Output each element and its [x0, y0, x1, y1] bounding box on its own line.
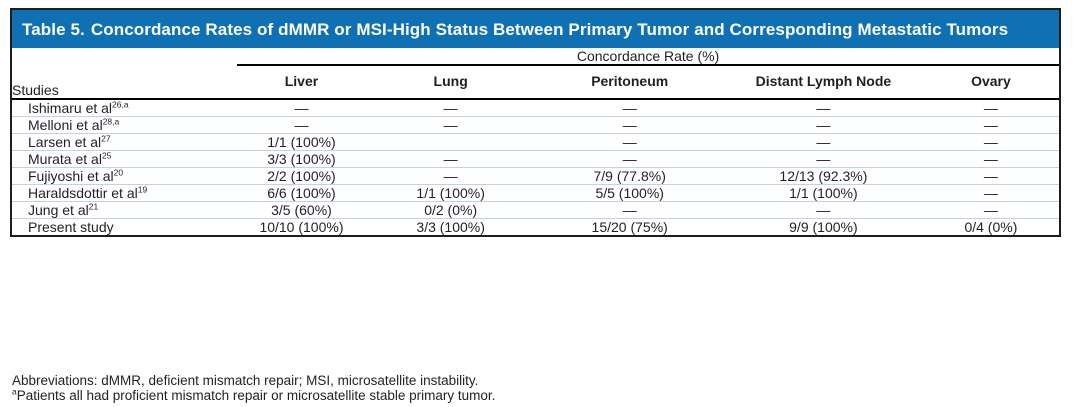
study-name-cell: Present study — [12, 218, 238, 235]
concordance-value-cell: — — [816, 100, 831, 116]
concordance-value-cell: 6/6 (100%) — [237, 184, 366, 202]
concordance-value-cell: 2/2 (100%) — [237, 167, 366, 185]
concordance-value-cell: 1/1 (100%) — [237, 133, 366, 151]
reference-superscript: 19 — [137, 184, 148, 195]
concordance-value-cell: 1/1 (100%) — [365, 184, 536, 202]
concordance-table: Studies Concordance Rate (%) Liver Lung Pe… — [12, 48, 1059, 235]
concordance-value-cell: — — [922, 150, 1059, 168]
concordance-value-cell: — — [535, 150, 724, 168]
studies-column-header: Studies — [12, 48, 238, 100]
footnote-a-text: Patients all had proficient mismatch rep… — [16, 388, 496, 403]
reference-superscript: 21 — [88, 201, 99, 212]
column-header-row: Liver Lung Peritoneum Distant Lymph Node Ova… — [12, 65, 1059, 100]
concordance-value-cell: 0/2 (0%) — [365, 201, 536, 219]
concordance-value-cell: — — [443, 100, 458, 116]
concordance-value-cell: — — [365, 150, 536, 168]
table-title-bar: Table 5. Concordance Rates of dMMR or MSI… — [12, 10, 1059, 48]
concordance-value-cell: 9/9 (100%) — [723, 218, 923, 235]
concordance-value-cell: — — [723, 116, 923, 134]
table-row: Jung et al21 3/5 (60%) 0/2 (0%) — — — — [12, 201, 1059, 219]
table-footnotes: Abbreviations: dMMR, deficient mismatch … — [12, 373, 1062, 403]
table-row: Haraldsdottir et al19 6/6 (100%) 1/1 (100%… — [12, 184, 1059, 202]
table-row: Murata et al25 3/3 (100%) — — — — — [12, 150, 1059, 168]
column-header: Liver — [237, 65, 366, 100]
table-row: Ishimaru et al26,a — — — — — — [12, 99, 1059, 117]
reference-superscript: 27 — [101, 133, 111, 144]
concordance-value-cell: 12/13 (92.3%) — [723, 167, 923, 185]
concordance-value-cell: — — [983, 100, 998, 116]
concordance-value-cell: 7/9 (77.8%) — [535, 167, 724, 185]
concordance-value-cell: — — [723, 133, 923, 151]
abbreviations-note: Abbreviations: dMMR, deficient mismatch … — [12, 373, 479, 388]
reference-superscript: 26,a — [112, 99, 129, 110]
concordance-value-cell: — — [922, 116, 1059, 134]
concordance-value-cell: — — [365, 167, 536, 185]
reference-superscript: 28,a — [102, 116, 120, 127]
concordance-value-cell: — — [535, 201, 724, 219]
concordance-value-cell: — — [622, 100, 637, 116]
table-number-label: Table 5. — [22, 20, 85, 39]
table-row: Present study 10/10 (100%) 3/3 (100%) 15/20… — [12, 218, 1059, 235]
concordance-value-cell: — — [922, 184, 1059, 202]
concordance-value-cell: 1/1 (100%) — [723, 184, 923, 202]
study-name-cell: Melloni et al28,a — [12, 116, 238, 134]
concordance-value-cell: — — [237, 116, 366, 134]
study-name-cell: Murata et al25 — [12, 150, 238, 168]
study-name-cell: Ishimaru et al26,a — [28, 99, 129, 116]
concordance-value-cell: — — [535, 116, 724, 134]
table-title-text: Concordance Rates of dMMR or MSI-High St… — [90, 20, 1009, 39]
concordance-value-cell: — — [535, 133, 724, 151]
table-row: Fujiyoshi et al20 2/2 (100%) —7/9 (77.8%) 1… — [12, 167, 1059, 185]
reference-superscript: 20 — [113, 167, 124, 178]
concordance-value-cell: 10/10 (100%) — [237, 218, 366, 235]
study-name-cell: Larsen et al27 — [12, 133, 238, 151]
column-header: Peritoneum — [535, 65, 724, 100]
concordance-value-cell: — — [294, 100, 309, 116]
reference-superscript: 25 — [101, 150, 112, 161]
concordance-value-cell: 5/5 (100%) — [535, 184, 724, 202]
concordance-value-cell: — — [365, 116, 536, 134]
concordance-value-cell — [365, 133, 536, 151]
study-name-cell: Haraldsdottir et al19 — [12, 184, 238, 202]
table-row: Larsen et al27 1/1 (100%) — — — — [12, 133, 1059, 151]
study-name-cell: Jung et al21 — [12, 201, 238, 219]
column-header: Ovary — [922, 65, 1059, 100]
table-row: Melloni et al28,a — — — — — — [12, 116, 1059, 134]
concordance-value-cell: 3/3 (100%) — [237, 150, 366, 168]
concordance-value-cell: 0/4 (0%) — [922, 218, 1059, 235]
concordance-value-cell: — — [922, 167, 1059, 185]
study-name-cell: Fujiyoshi et al20 — [12, 167, 238, 185]
concordance-value-cell: 15/20 (75%) — [535, 218, 724, 235]
concordance-value-cell: — — [922, 133, 1059, 151]
column-header: Lung — [365, 65, 536, 100]
concordance-value-cell: 3/5 (60%) — [237, 201, 366, 219]
concordance-value-cell: — — [723, 150, 923, 168]
concordance-rate-spanner-header: Concordance Rate (%) — [237, 48, 1059, 66]
footnote-a: aPatients all had proficient mismatch re… — [12, 386, 1062, 403]
spanner-header-row: Studies Concordance Rate (%) — [12, 48, 1059, 100]
concordance-value-cell: — — [723, 201, 923, 219]
concordance-value-cell: 3/3 (100%) — [365, 218, 536, 235]
concordance-value-cell: — — [922, 201, 1059, 219]
footnote-a-marker: a — [12, 386, 17, 397]
table-5-figure: Table 5. Concordance Rates of dMMR or MSI… — [10, 8, 1061, 237]
column-header: Distant Lymph Node — [723, 65, 923, 100]
